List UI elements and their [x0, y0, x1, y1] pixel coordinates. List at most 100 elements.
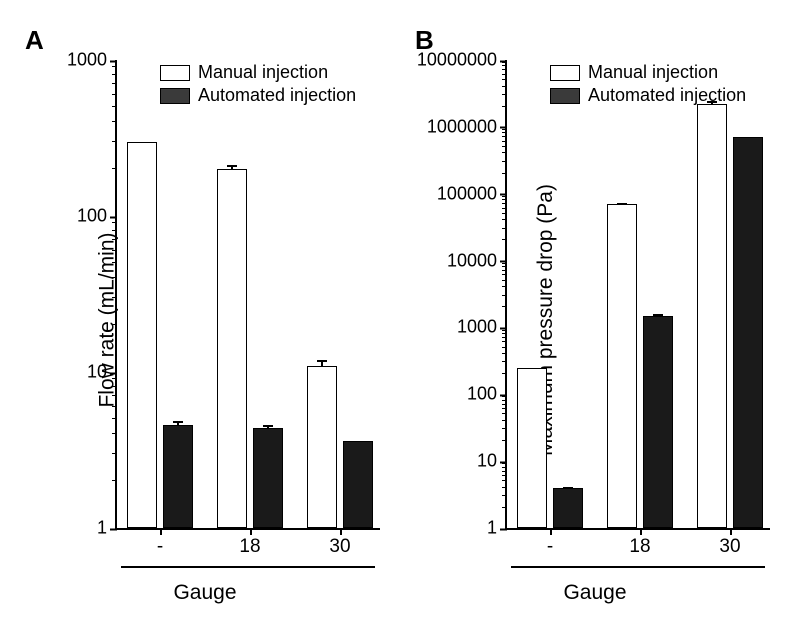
y-minor-tick [502, 467, 507, 468]
y-minor-tick [502, 487, 507, 488]
y-minor-tick [502, 404, 507, 405]
y-minor-tick [502, 79, 507, 80]
bar-automated [343, 441, 373, 528]
y-minor-tick [502, 161, 507, 162]
bar-manual [217, 169, 247, 528]
y-minor-tick [502, 428, 507, 429]
y-tick-label: 1000 [67, 50, 117, 71]
y-minor-tick [502, 86, 507, 87]
y-minor-tick [502, 263, 507, 264]
bar-automated [253, 428, 283, 528]
y-minor-tick [112, 66, 117, 67]
y-minor-tick [112, 395, 117, 396]
y-minor-tick [502, 219, 507, 220]
y-tick-label: 10000000 [417, 50, 507, 71]
y-tick-label: 10000 [447, 250, 507, 271]
y-minor-tick [112, 239, 117, 240]
x-category-label: - [157, 528, 163, 558]
bar-group: 18 [217, 60, 283, 528]
y-minor-tick [502, 347, 507, 348]
x-category-label: 18 [629, 528, 650, 558]
y-minor-tick [502, 199, 507, 200]
y-tick-label: 1000000 [427, 116, 507, 137]
y-minor-tick [502, 132, 507, 133]
y-minor-tick [502, 239, 507, 240]
y-minor-tick [502, 196, 507, 197]
y-minor-tick [112, 121, 117, 122]
bar-automated [733, 137, 763, 528]
y-minor-tick [112, 74, 117, 75]
y-minor-tick [502, 208, 507, 209]
y-minor-tick [112, 324, 117, 325]
panel-a-gauge-underline [121, 566, 375, 568]
y-tick-label: 10 [87, 362, 117, 383]
y-minor-tick [502, 146, 507, 147]
y-minor-tick [502, 413, 507, 414]
y-tick-label: 100 [77, 206, 117, 227]
y-minor-tick [502, 270, 507, 271]
y-minor-tick [502, 69, 507, 70]
y-minor-tick [502, 480, 507, 481]
y-minor-tick [502, 203, 507, 204]
error-bar [231, 165, 233, 170]
error-bar [267, 425, 269, 429]
y-minor-tick [502, 420, 507, 421]
y-minor-tick [502, 62, 507, 63]
error-bar [711, 101, 713, 105]
y-minor-tick [112, 406, 117, 407]
x-category-label: 30 [719, 528, 740, 558]
y-minor-tick [502, 475, 507, 476]
x-category-label: - [547, 528, 553, 558]
y-minor-tick [112, 277, 117, 278]
bar-manual [607, 204, 637, 528]
y-minor-tick [112, 262, 117, 263]
x-category-label: 18 [239, 528, 260, 558]
y-minor-tick [502, 400, 507, 401]
y-minor-tick [502, 471, 507, 472]
bar-group: - [517, 60, 583, 528]
y-minor-tick [502, 330, 507, 331]
y-tick-label: 1 [487, 518, 507, 539]
y-minor-tick [502, 106, 507, 107]
bar-manual [697, 104, 727, 528]
bar-manual [517, 368, 547, 528]
y-minor-tick [502, 396, 507, 397]
bar-group: - [127, 60, 193, 528]
y-minor-tick [502, 280, 507, 281]
y-minor-tick [112, 141, 117, 142]
bar-automated [643, 316, 673, 528]
panel-b: B Maximum pressure drop (Pa) Manual inje… [400, 20, 790, 620]
bar-manual [307, 366, 337, 528]
panel-a-label: A [25, 25, 44, 56]
error-bar [321, 360, 323, 367]
y-minor-tick [502, 152, 507, 153]
panel-b-xlabel: Gauge [563, 581, 626, 605]
y-minor-tick [112, 222, 117, 223]
y-minor-tick [112, 168, 117, 169]
y-minor-tick [502, 495, 507, 496]
y-tick-label: 100 [467, 384, 507, 405]
y-minor-tick [502, 141, 507, 142]
y-minor-tick [502, 213, 507, 214]
y-minor-tick [502, 440, 507, 441]
y-minor-tick [112, 83, 117, 84]
bar-group: 30 [307, 60, 373, 528]
y-minor-tick [502, 463, 507, 464]
y-minor-tick [112, 94, 117, 95]
panel-b-plot: 110100100010000100000100000010000000-183… [505, 60, 770, 530]
y-minor-tick [502, 274, 507, 275]
y-minor-tick [112, 230, 117, 231]
bar-automated [163, 425, 193, 528]
bar-automated [553, 488, 583, 528]
y-minor-tick [502, 173, 507, 174]
y-minor-tick [502, 94, 507, 95]
y-tick-label: 1000 [457, 317, 507, 338]
y-tick-label: 100000 [437, 183, 507, 204]
y-minor-tick [502, 136, 507, 137]
y-minor-tick [502, 333, 507, 334]
error-bar [567, 487, 569, 490]
bar-group: 18 [607, 60, 673, 528]
y-minor-tick [502, 507, 507, 508]
panel-a-plot: 1101001000-1830 [115, 60, 380, 530]
y-minor-tick [502, 228, 507, 229]
